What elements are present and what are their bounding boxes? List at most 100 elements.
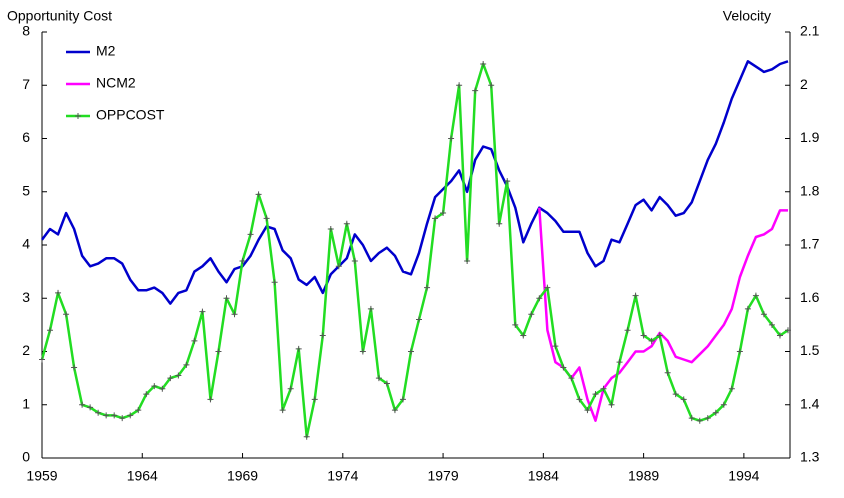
y-tick-label: 7	[22, 76, 30, 92]
point-marker	[231, 311, 238, 318]
point-marker	[640, 332, 647, 339]
point-marker	[375, 375, 382, 382]
point-marker	[616, 359, 623, 366]
point-marker	[480, 60, 487, 67]
point-marker	[407, 348, 414, 355]
point-marker	[688, 415, 695, 422]
y2-tick-label: 1.4	[800, 395, 820, 411]
point-marker	[624, 327, 631, 334]
y2-tick-label: 1.6	[800, 289, 820, 305]
series-line	[40, 60, 789, 305]
y2-axis-title: Velocity	[723, 8, 771, 24]
point-marker	[327, 226, 334, 233]
legend-label: OPPCOST	[96, 107, 165, 123]
point-marker	[367, 305, 374, 312]
point-marker	[47, 327, 54, 334]
point-marker	[584, 407, 591, 414]
y2-tick-label: 2	[800, 76, 808, 92]
y2-tick-label: 1.7	[800, 236, 820, 252]
x-tick-label: 1989	[628, 468, 659, 484]
point-marker	[488, 82, 495, 89]
point-marker	[159, 385, 166, 392]
point-marker	[432, 215, 439, 222]
y-tick-label: 5	[22, 182, 30, 198]
point-marker	[127, 412, 134, 419]
point-marker	[135, 407, 142, 414]
point-marker	[560, 364, 567, 371]
point-marker	[311, 396, 318, 403]
point-marker	[568, 375, 575, 382]
point-marker	[704, 415, 711, 422]
point-marker	[239, 257, 246, 264]
y-tick-label: 4	[22, 236, 30, 252]
point-marker	[263, 215, 270, 222]
point-marker	[712, 409, 719, 416]
point-marker	[79, 401, 86, 408]
x-tick-label: 1969	[227, 468, 258, 484]
point-marker	[143, 391, 150, 398]
x-tick-label: 1964	[127, 468, 158, 484]
y-tick-label: 6	[22, 129, 30, 145]
point-marker	[632, 292, 639, 299]
y-axis-title: Opportunity Cost	[7, 8, 112, 24]
point-marker	[512, 321, 519, 328]
y-tick-label: 0	[22, 449, 30, 465]
point-marker	[680, 396, 687, 403]
point-marker	[279, 407, 286, 414]
point-marker	[784, 327, 791, 334]
point-marker	[760, 311, 767, 318]
point-marker	[55, 289, 62, 296]
legend-label: M2	[96, 43, 116, 59]
point-marker	[103, 412, 110, 419]
point-marker	[207, 396, 214, 403]
y-tick-label: 2	[22, 342, 30, 358]
point-marker	[416, 316, 423, 323]
y-tick-label: 3	[22, 289, 30, 305]
point-marker	[391, 407, 398, 414]
legend-label: NCM2	[96, 75, 136, 91]
point-marker	[95, 409, 102, 416]
point-marker	[39, 356, 45, 363]
point-marker	[528, 311, 535, 318]
point-marker	[520, 332, 527, 339]
point-marker	[175, 372, 182, 379]
point-marker	[255, 191, 262, 198]
x-tick-label: 1994	[728, 468, 759, 484]
point-marker	[728, 385, 735, 392]
point-marker	[464, 257, 471, 264]
point-marker	[223, 295, 230, 302]
point-marker	[496, 220, 503, 227]
point-marker	[247, 231, 254, 238]
point-marker	[536, 295, 543, 302]
y2-tick-label: 1.3	[800, 449, 820, 465]
point-marker	[71, 364, 78, 371]
point-marker	[472, 87, 479, 94]
point-marker	[672, 391, 679, 398]
point-marker	[720, 401, 727, 408]
point-marker	[303, 433, 310, 440]
point-marker	[215, 348, 222, 355]
point-marker	[399, 396, 406, 403]
point-marker	[608, 401, 615, 408]
point-marker	[151, 383, 158, 390]
y2-tick-label: 2.1	[800, 23, 820, 39]
x-tick-label: 1959	[26, 468, 57, 484]
legend-marker	[75, 113, 81, 119]
point-marker	[600, 385, 607, 392]
point-marker	[287, 385, 294, 392]
point-marker	[183, 361, 190, 368]
point-marker	[744, 305, 751, 312]
point-marker	[592, 391, 599, 398]
point-marker	[199, 308, 206, 315]
point-marker	[776, 332, 783, 339]
y-tick-label: 8	[22, 23, 30, 39]
point-marker	[424, 284, 431, 291]
point-marker	[544, 284, 551, 291]
point-marker	[664, 369, 671, 376]
point-marker	[359, 348, 366, 355]
point-marker	[271, 279, 278, 286]
point-marker	[648, 337, 655, 344]
point-marker	[504, 178, 511, 185]
point-marker	[576, 396, 583, 403]
